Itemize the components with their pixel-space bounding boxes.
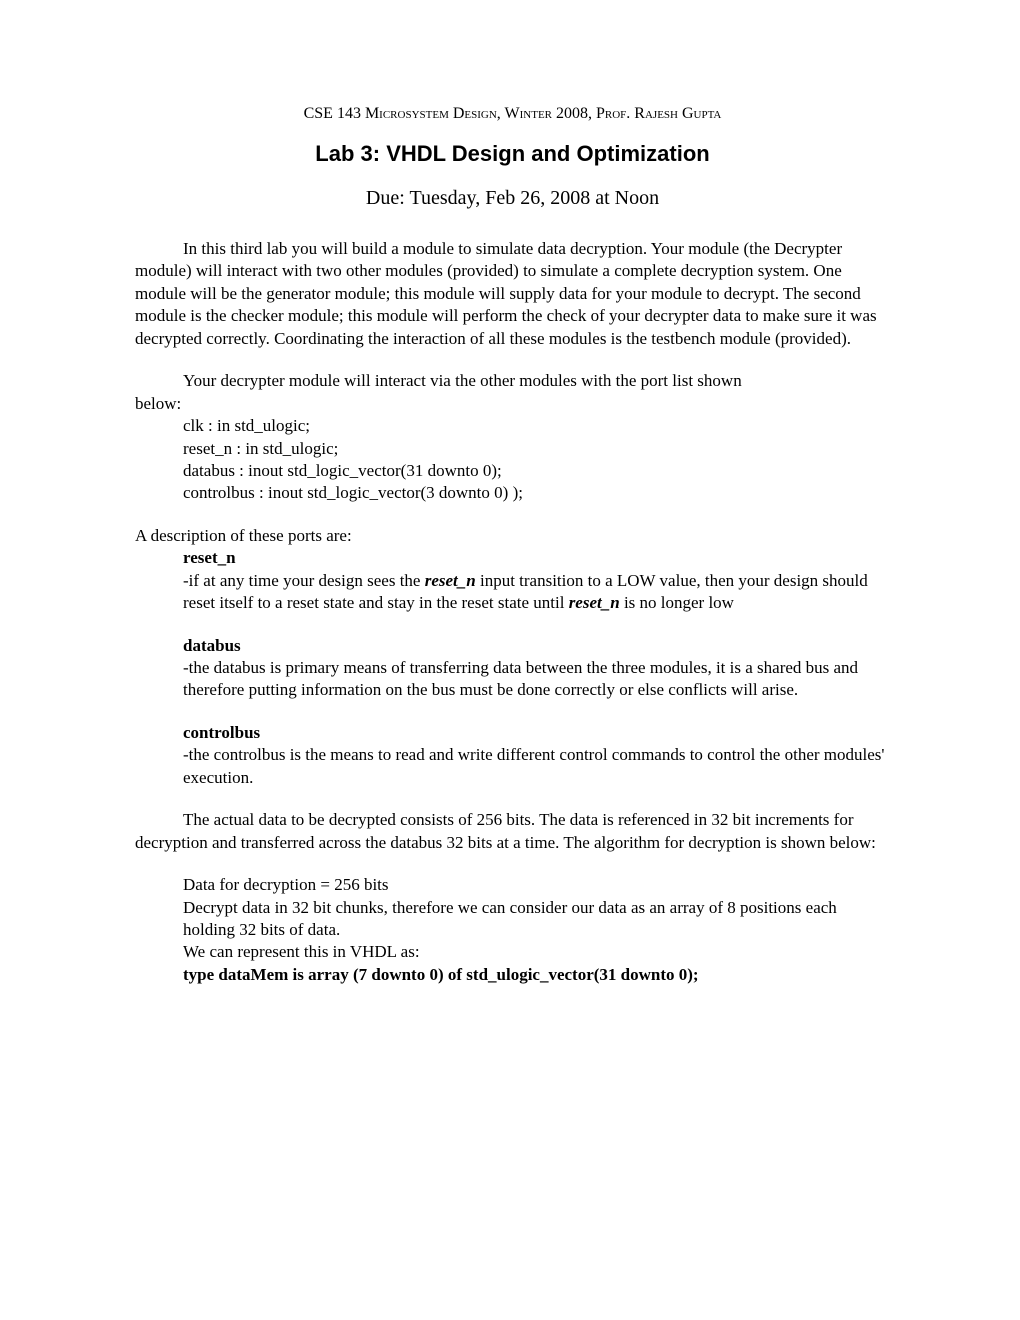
- port-databus: databus : inout std_logic_vector(31 down…: [183, 460, 890, 482]
- port-clk: clk : in std_ulogic;: [183, 415, 890, 437]
- algo-line3: We can represent this in VHDL as:: [183, 941, 890, 963]
- reset-n-pre: -if at any time your design sees the: [183, 571, 425, 590]
- reset-n-heading: reset_n: [183, 547, 890, 569]
- databus-heading: databus: [183, 635, 890, 657]
- port-intro-block: Your decrypter module will interact via …: [135, 370, 890, 415]
- databus-description: databus -the databus is primary means of…: [183, 635, 890, 702]
- data-paragraph: The actual data to be decrypted consists…: [135, 809, 890, 854]
- algo-line1: Data for decryption = 256 bits: [183, 874, 890, 896]
- reset-n-kw2: reset_n: [569, 593, 620, 612]
- reset-n-kw1: reset_n: [425, 571, 476, 590]
- controlbus-heading: controlbus: [183, 722, 890, 744]
- reset-n-description: reset_n -if at any time your design sees…: [183, 547, 890, 614]
- reset-n-body: -if at any time your design sees the res…: [183, 570, 890, 615]
- lab-title: Lab 3: VHDL Design and Optimization: [135, 141, 890, 167]
- due-date: Due: Tuesday, Feb 26, 2008 at Noon: [135, 187, 890, 210]
- document-page: CSE 143 Microsystem Design, Winter 2008,…: [0, 0, 1020, 1086]
- controlbus-body: -the controlbus is the means to read and…: [183, 744, 890, 789]
- port-intro-line1: Your decrypter module will interact via …: [183, 370, 890, 392]
- algo-line2: Decrypt data in 32 bit chunks, therefore…: [183, 897, 890, 942]
- intro-paragraph: In this third lab you will build a modul…: [135, 238, 890, 350]
- desc-intro: A description of these ports are:: [135, 525, 890, 547]
- course-header: CSE 143 Microsystem Design, Winter 2008,…: [135, 105, 890, 123]
- port-intro-line2: below:: [135, 393, 890, 415]
- algorithm-block: Data for decryption = 256 bits Decrypt d…: [183, 874, 890, 986]
- port-list: clk : in std_ulogic; reset_n : in std_ul…: [183, 415, 890, 505]
- port-reset: reset_n : in std_ulogic;: [183, 438, 890, 460]
- algo-line4: type dataMem is array (7 downto 0) of st…: [183, 964, 890, 986]
- reset-n-post: is no longer low: [620, 593, 734, 612]
- databus-body: -the databus is primary means of transfe…: [183, 657, 890, 702]
- controlbus-description: controlbus -the controlbus is the means …: [183, 722, 890, 789]
- port-controlbus: controlbus : inout std_logic_vector(3 do…: [183, 482, 890, 504]
